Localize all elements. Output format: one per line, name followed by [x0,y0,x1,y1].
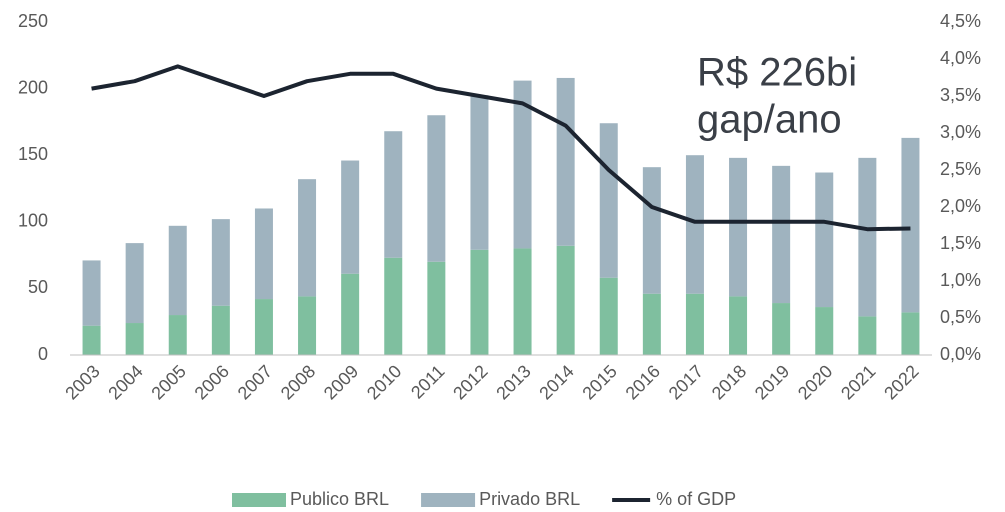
annotation: gap/ano [697,98,842,142]
x-tick-label: 2017 [665,361,707,403]
bar [858,157,877,317]
bar [729,296,748,355]
bar [298,296,317,355]
bar [815,307,834,355]
x-tick-label: 2004 [104,361,146,403]
y-tick-label: 250 [18,11,48,31]
line [91,64,911,232]
x-tick-label: 2011 [407,361,449,403]
bar [470,249,489,355]
y-tick-label: 100 [18,211,48,231]
y2-tick-label: 4,5% [940,11,981,31]
y2-tick-label: 4,0% [940,48,981,68]
x-tick-label: 2015 [578,361,620,403]
y2-tick-label: 3,0% [940,122,981,142]
x-tick-label: 2010 [363,361,405,403]
bar [815,172,834,308]
legend-label: % of GDP [656,489,736,509]
bar [556,77,575,246]
x-tick-label: 2007 [234,361,276,403]
x-tick-label: 2021 [837,361,879,403]
bar [82,325,101,355]
x-tick-label: 2005 [147,361,189,403]
x-tick-label: 2012 [449,361,491,403]
y2-tick-label: 0,0% [940,344,981,364]
bar [211,219,230,306]
y-tick-label: 200 [18,77,48,97]
annotation: R$ 226bi [697,51,857,95]
bar [772,303,791,355]
bar [298,179,317,297]
bar [685,293,704,355]
bar [125,243,144,324]
x-tick-label: 2018 [708,361,750,403]
bar [341,273,360,355]
bar [642,167,661,294]
y2-tick-label: 1,0% [940,270,981,290]
bar [685,155,704,294]
y-tick-label: 0 [38,344,48,364]
bar [599,277,618,355]
x-tick-label: 2014 [535,361,577,403]
bar [556,245,575,355]
bar [254,208,273,300]
bar [168,225,187,316]
x-tick-label: 2016 [622,361,664,403]
bar [470,95,489,250]
bar [513,80,532,249]
x-tick-label: 2022 [880,361,922,403]
legend-label: Publico BRL [290,489,389,509]
legend-swatch [232,493,286,507]
y2-tick-label: 0,5% [940,307,981,327]
y2-tick-label: 3,5% [940,85,981,105]
x-tick-label: 2003 [61,361,103,403]
x-tick-label: 2008 [277,361,319,403]
bar [384,131,403,258]
y2-tick-label: 2,0% [940,196,981,216]
legend-label: Privado BRL [479,489,580,509]
x-tick-label: 2013 [492,361,534,403]
y-tick-label: 150 [18,144,48,164]
x-tick-label: 2019 [751,361,793,403]
bar [901,312,920,355]
bar [125,323,144,355]
bar [642,293,661,355]
bar [427,115,446,262]
bar [513,248,532,355]
bar [729,157,748,297]
y2-tick-label: 1,5% [940,233,981,253]
bar [341,160,360,274]
bar [384,257,403,355]
bar [427,261,446,355]
bar [82,260,101,326]
x-tick-label: 2006 [191,361,233,403]
x-tick-label: 2020 [794,361,836,403]
bar [211,305,230,355]
y2-tick-label: 2,5% [940,159,981,179]
legend-swatch [421,493,476,507]
y-tick-label: 50 [28,277,48,297]
bar [254,299,273,355]
bar [168,315,187,355]
x-tick-label: 2009 [320,361,362,403]
bar [901,137,920,313]
bar [599,123,618,278]
bar [772,165,791,304]
bar [858,316,877,355]
